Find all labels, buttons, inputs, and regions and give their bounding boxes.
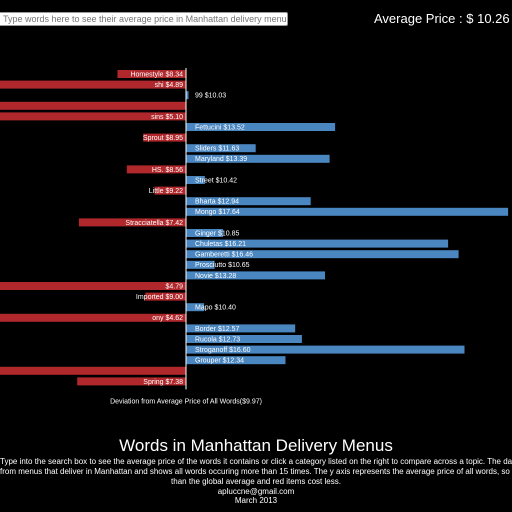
search-input[interactable] [0, 12, 288, 26]
bar-label-10: Street $10.42 [195, 177, 237, 184]
bar-17[interactable] [186, 250, 459, 259]
bar-label-17: Gamberetti $16.46 [195, 252, 253, 259]
bar-24[interactable] [186, 324, 296, 333]
bar-29[interactable] [77, 377, 186, 386]
bar-label-29: Spring $7.38 [143, 379, 183, 386]
bar-label-1: shi $4.89 [155, 82, 184, 89]
bar-13[interactable] [186, 207, 509, 216]
bar-1[interactable] [0, 80, 186, 89]
bar-9[interactable] [126, 165, 186, 174]
bar-label-7: Sliders $11.63 [195, 146, 239, 153]
bar-label-16: Chuletas $16.21 [195, 241, 246, 248]
bar-label-20: $4.79 [165, 283, 183, 290]
bar-label-26: Stroganoff $16.60 [195, 347, 251, 354]
bars-group: Homestyle $8.34 shi $4.89 99 $10.03 sins $5… [0, 70, 509, 386]
bar-15[interactable] [186, 229, 223, 237]
bar-label-19: Novie $13.28 [195, 273, 236, 280]
bar-label-18: Prosciutto $10.65 [195, 262, 250, 269]
description-line-3: than the global average and red items co… [171, 477, 341, 486]
bar-label-12: Bharta $12.94 [195, 199, 239, 206]
bar-label-22: Mapo $10.40 [195, 305, 236, 312]
bar-label-8: Maryland $13.39 [195, 156, 247, 163]
bar-20[interactable] [0, 282, 187, 290]
average-price-label: Average Price : $ 10.26 [374, 11, 510, 26]
bar-2[interactable] [186, 91, 189, 100]
bar-label-14: Stracciatella $7.42 [125, 220, 183, 227]
bar-label-24: Border $12.57 [195, 326, 239, 333]
bar-8[interactable] [186, 154, 330, 163]
date-label: March 2013 [234, 496, 278, 505]
bar-21[interactable] [145, 292, 186, 301]
bar-4[interactable] [0, 112, 186, 121]
bar-12[interactable] [186, 197, 311, 206]
bar-label-25: Rucola $12.73 [195, 336, 240, 343]
bar-10[interactable] [186, 176, 205, 184]
bar-0[interactable] [117, 70, 187, 78]
bar-label-27: Grouper $12.34 [195, 358, 244, 365]
description-line-2: from menus that deliver in Manhattan and… [0, 467, 512, 476]
bar-label-6: Sprout $8.95 [143, 135, 183, 142]
bar-label-4: sins $5.10 [151, 114, 183, 121]
bar-19[interactable] [186, 271, 325, 280]
bar-27[interactable] [186, 356, 286, 365]
description-line-1: Type into the search box to see the aver… [0, 457, 512, 466]
bar-chart: Homestyle $8.34 shi $4.89 99 $10.03 sins $5… [0, 68, 509, 405]
bar-28[interactable] [0, 366, 186, 375]
bar-label-2: 99 $10.03 [195, 93, 226, 100]
bar-5[interactable] [186, 123, 336, 131]
bar-label-21: Imported $9.00 [136, 294, 183, 301]
bar-label-5: Fettucini $13.52 [195, 124, 245, 131]
bar-14[interactable] [78, 218, 186, 227]
page-title: Words in Manhattan Delivery Menus [119, 436, 393, 455]
bar-label-13: Mongo $17.64 [195, 209, 240, 216]
bar-16[interactable] [186, 239, 449, 248]
author-email: apluccne@gmail.com [217, 487, 295, 496]
bar-7[interactable] [186, 144, 256, 153]
bar-label-15: Ginger $10.85 [195, 230, 239, 237]
bar-11[interactable] [154, 186, 187, 195]
bar-label-23: ony $4.62 [152, 315, 183, 322]
bar-26[interactable] [186, 345, 465, 354]
bar-25[interactable] [186, 335, 302, 343]
bar-label-11: Little $9.22 [149, 188, 183, 195]
bar-22[interactable] [186, 303, 205, 312]
bar-label-0: Homestyle $8.34 [130, 71, 183, 78]
bar-3[interactable] [0, 101, 186, 110]
bar-label-9: HS. $8.56 [152, 167, 183, 174]
bar-23[interactable] [0, 313, 186, 322]
x-axis-label: Deviation from Average Price of All Word… [110, 398, 262, 405]
bar-6[interactable] [143, 133, 186, 142]
bar-18[interactable] [186, 260, 215, 269]
